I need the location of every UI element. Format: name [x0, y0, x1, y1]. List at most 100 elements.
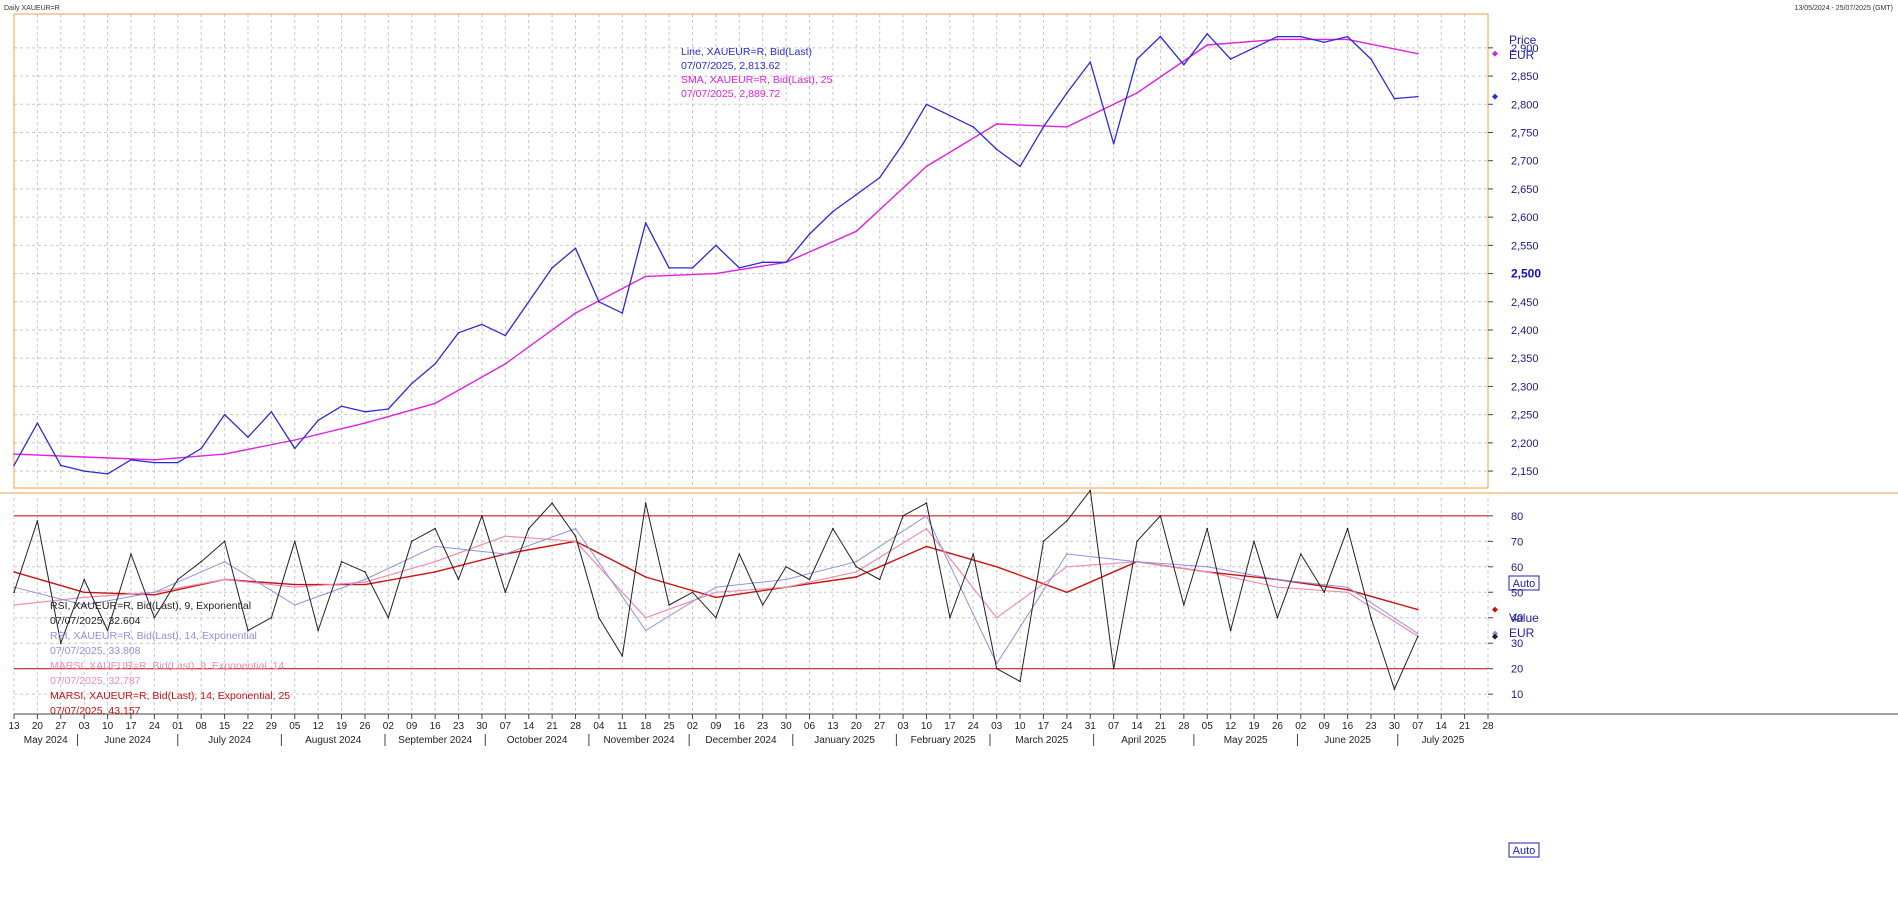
rsi9-line-point [223, 540, 226, 543]
rsi-axis-title: Value [1509, 611, 1539, 625]
price-line-point [223, 413, 226, 416]
marsi14-line-point [1346, 588, 1349, 591]
x-day-label: 07 [1108, 721, 1120, 732]
x-day-label: 11 [617, 721, 628, 732]
rsi9-line-point [410, 540, 413, 543]
x-day-label: 24 [1061, 721, 1073, 732]
legend-layer: Line, XAUEUR=R, Bid(Last) 07/07/2025, 2,8… [50, 46, 833, 717]
price-line-point [106, 473, 109, 475]
x-day-label: 16 [1342, 721, 1354, 732]
rsi9-line-point [949, 616, 951, 619]
x-axis-layer: 13 20 27 03 10 17 24 01 08 15 22 29 05 12 19 26 02 09 16 23… [8, 714, 1494, 746]
x-month-label: March 2025 [1015, 735, 1068, 746]
price-line-point [364, 411, 366, 413]
price-auto-button-frame[interactable] [1508, 575, 1540, 591]
marsi9-line-point [1206, 571, 1209, 573]
marsi9-line-point [574, 540, 577, 543]
rsi9-line-point [200, 560, 202, 563]
price-line-point [247, 436, 249, 439]
price-line-point [1019, 165, 1021, 168]
price-line-point [1066, 92, 1068, 94]
rsi9-line-point [1417, 635, 1419, 638]
x-day-label: 27 [874, 721, 886, 732]
price-line-point [176, 461, 179, 464]
sma-line-point [925, 165, 928, 168]
rsi-legend-entry: 07/07/2025, 32.604 [50, 615, 141, 627]
x-day-label: 14 [1436, 721, 1448, 732]
x-day-label: 26 [1272, 721, 1284, 732]
marsi14-line-point [995, 565, 998, 568]
price-auto-button[interactable]: Auto [1508, 575, 1540, 591]
price-legend-entry: Line, XAUEUR=R, Bid(Last) [681, 46, 812, 58]
x-day-label: 12 [313, 721, 325, 732]
marsi9-line-point [1066, 565, 1068, 568]
price-line-point [1089, 61, 1092, 63]
rsi14-line-point [1276, 578, 1279, 581]
rsi9-line-point [59, 642, 62, 645]
sma-line-point [293, 439, 296, 441]
sma-line-point [504, 363, 507, 365]
rsi-legend-entry: MARSI, XAUEUR=R, Bid(Last), 9, Exponenti… [50, 660, 284, 672]
price-line-point [808, 233, 811, 235]
price-line-point [1393, 97, 1396, 100]
rsi-y-tick-label: 70 [1511, 536, 1523, 548]
marsi14-line-point [644, 576, 647, 578]
price-panel-frame [13, 13, 1489, 489]
price-y-tick-label: 2,700 [1511, 156, 1539, 168]
panel-frames [0, 13, 1898, 715]
x-month-label: October 2024 [507, 735, 568, 746]
rsi-auto-button[interactable]: Auto [1508, 842, 1540, 858]
rsi-legend-entry: 07/07/2025, 32.787 [50, 675, 141, 687]
x-day-label: 01 [172, 721, 184, 732]
rsi14-line-point [925, 515, 928, 517]
x-day-label: 30 [1389, 721, 1401, 732]
x-day-label: 16 [430, 721, 442, 732]
price-line-point [1253, 47, 1255, 49]
rsi9-line-point [293, 540, 296, 543]
x-day-label: 28 [1482, 721, 1494, 732]
price-line-point [293, 447, 296, 450]
rsi-auto-button-frame[interactable] [1508, 842, 1540, 858]
rsi9-line-point [1183, 604, 1185, 606]
x-month-label: February 2025 [911, 735, 976, 746]
marsi14-line-point [364, 583, 366, 586]
x-month-label: December 2024 [705, 735, 777, 746]
rsi-y-tick-label: 40 [1511, 613, 1523, 625]
sma-line-point [1206, 44, 1209, 46]
price-line-point [387, 408, 390, 410]
rsi9-line-point [106, 629, 109, 632]
x-month-label: August 2024 [305, 735, 362, 746]
marsi14-line-point [13, 571, 15, 573]
x-day-label: 23 [757, 721, 769, 732]
price-line-point [153, 461, 156, 464]
x-day-label: 19 [1248, 721, 1260, 732]
x-day-label: 21 [547, 721, 559, 732]
marsi9-line-point [13, 604, 15, 606]
rsi9-line-point [270, 616, 273, 619]
x-month-label: September 2024 [398, 735, 472, 746]
x-day-label: 17 [1038, 721, 1050, 732]
rsi9-line-point [1206, 527, 1209, 530]
x-day-label: 02 [1295, 721, 1307, 732]
price-line-point [59, 464, 62, 467]
rsi9-line-point [1393, 688, 1396, 690]
rsi9-line-point [1253, 540, 1255, 543]
marsi9-line-point [855, 571, 858, 573]
price-line-point [761, 261, 764, 264]
price-line-point [574, 247, 577, 249]
price-line-point [832, 210, 834, 213]
rsi14-line-point [1346, 586, 1349, 588]
rsi-y-tick-label: 20 [1511, 664, 1523, 676]
rsi9-line-point [1370, 616, 1372, 619]
rsi9-line-end-marker [1492, 633, 1498, 640]
x-day-label: 28 [570, 721, 582, 732]
marsi9-line-point [83, 596, 85, 599]
x-month-label: June 2025 [1324, 735, 1371, 746]
y-axis-layer: 2,150 2,200 2,250 2,300 2,350 2,400 2,450 2,500… [1488, 33, 1541, 858]
sma-line-point [1346, 38, 1349, 41]
price-line-point [715, 244, 717, 247]
price-line-point [457, 332, 460, 334]
price-line-point [1042, 126, 1045, 128]
x-day-label: 18 [640, 721, 652, 732]
x-day-label: 03 [991, 721, 1003, 732]
